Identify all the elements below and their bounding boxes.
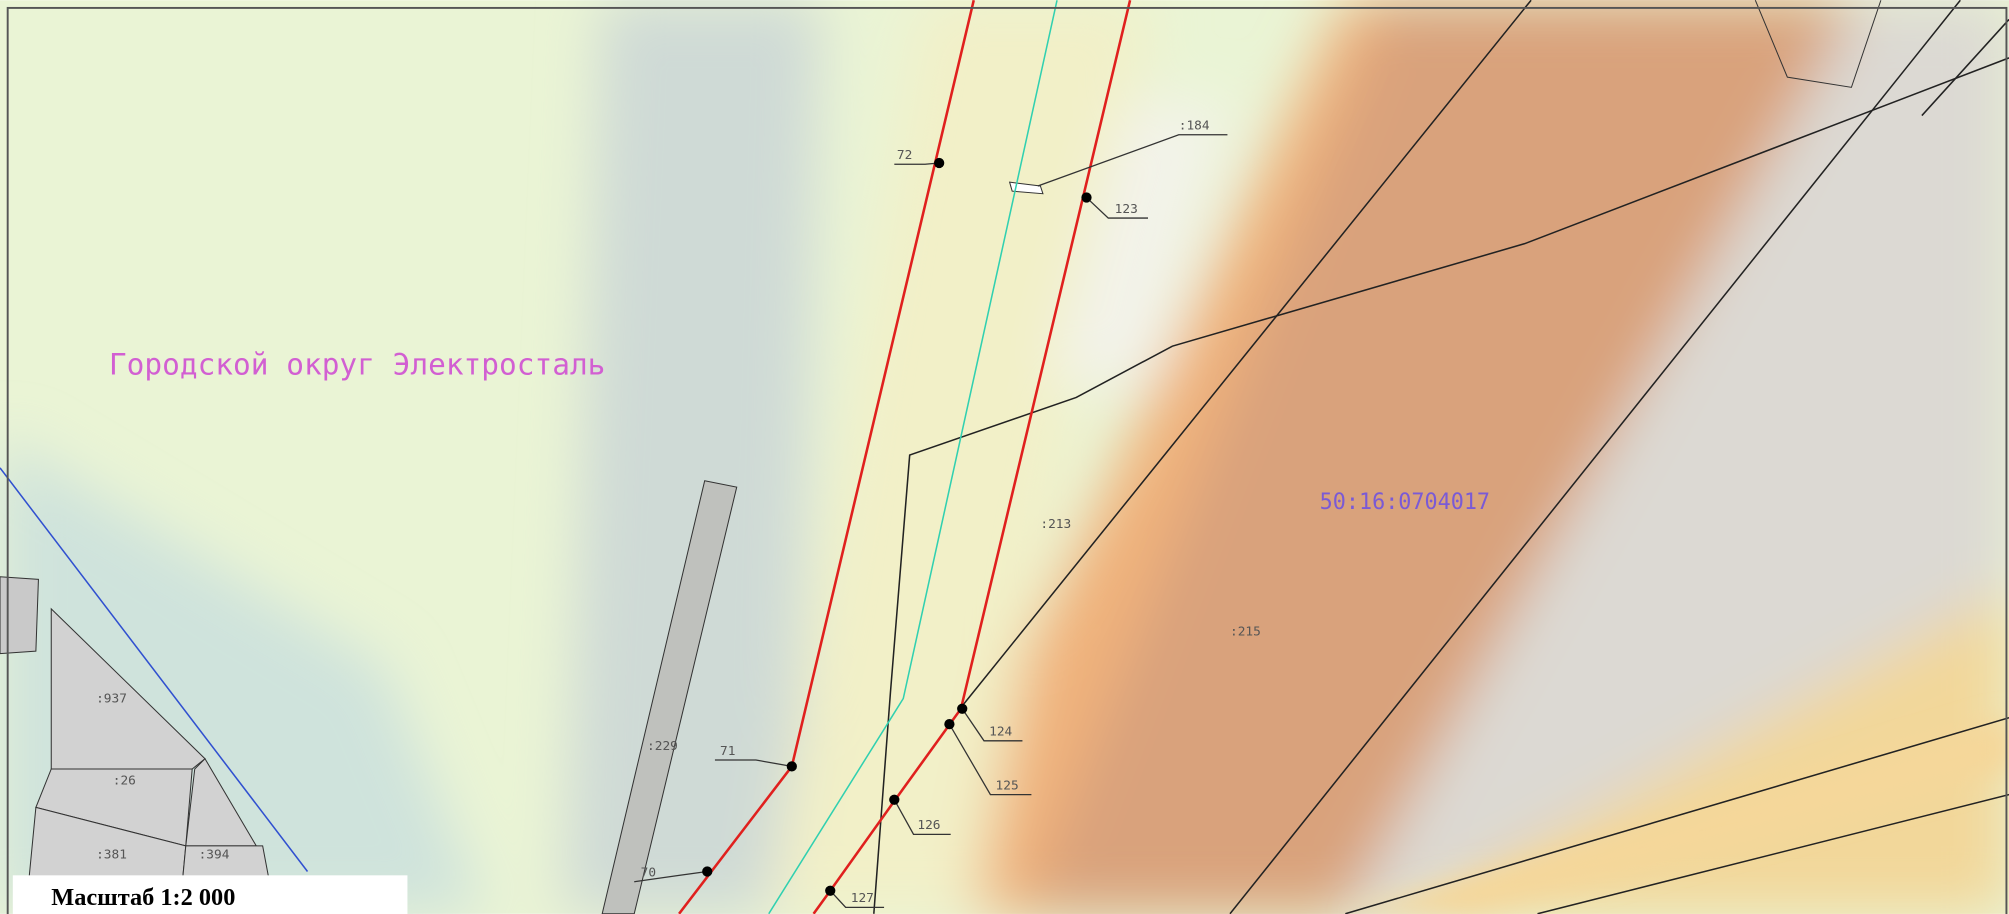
frame xyxy=(6,6,2008,914)
point-label: 72 xyxy=(897,148,912,163)
labels: Городской округ Электросталь 50:16:07040… xyxy=(96,119,1490,907)
parcel-label: :381 xyxy=(96,848,127,863)
point-label: 123 xyxy=(1115,202,1138,217)
leaders xyxy=(634,134,1228,908)
points xyxy=(702,157,1092,896)
scale-label: Масштаб 1:2 000 xyxy=(51,884,235,911)
point-label: 126 xyxy=(917,818,940,833)
district-label: Городской округ Электросталь xyxy=(109,347,606,381)
parcel-label: :229 xyxy=(647,739,678,754)
parcel-label: :213 xyxy=(1040,517,1071,532)
parcel-label: :394 xyxy=(199,848,230,863)
parcel-label: :184 xyxy=(1179,119,1210,134)
point-label: 127 xyxy=(851,891,874,906)
parcel-label: :937 xyxy=(96,691,127,706)
parcel-label: :215 xyxy=(1230,625,1261,640)
scale-box xyxy=(12,875,408,914)
point-label: 70 xyxy=(641,866,656,881)
point-label: 124 xyxy=(989,725,1012,740)
quarter-label: 50:16:0704017 xyxy=(1320,490,1490,515)
point-label: 125 xyxy=(996,778,1019,793)
point-label: 71 xyxy=(720,744,735,759)
parcel-label: :26 xyxy=(113,773,136,788)
